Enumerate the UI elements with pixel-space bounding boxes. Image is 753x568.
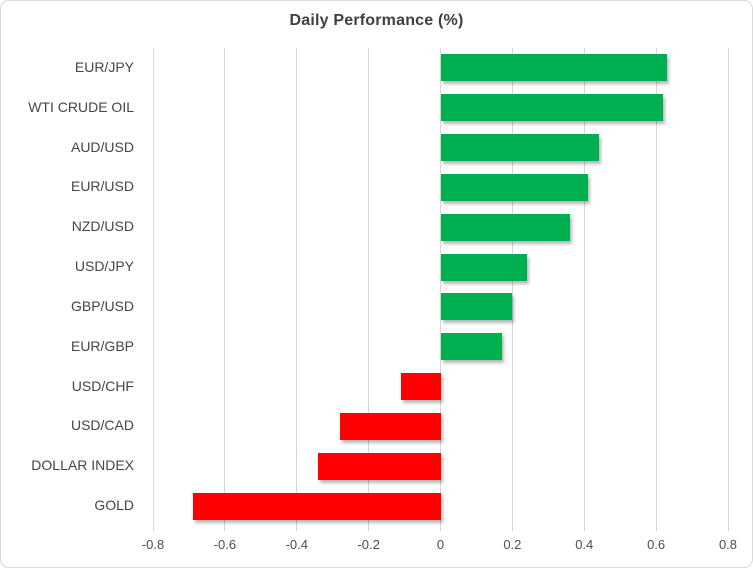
x-axis-tick-label: 0 <box>436 537 445 552</box>
bar-nzd-usd <box>440 213 570 241</box>
category-label: NZD/USD <box>71 218 134 235</box>
bar-gbp-usd <box>440 293 513 321</box>
category-label: GBP/USD <box>70 297 134 314</box>
x-axis-tick-label: -0.4 <box>285 537 308 552</box>
category-label: USD/JPY <box>74 258 134 275</box>
gridline <box>368 48 370 531</box>
category-label: WTI CRUDE OIL <box>28 98 134 115</box>
category-label: GOLD <box>94 497 134 514</box>
category-label: AUD/USD <box>70 138 134 155</box>
gridline <box>583 48 585 531</box>
bar-wti-crude-oil <box>440 94 664 122</box>
bar-gold <box>192 492 441 520</box>
x-axis-tick-label: -0.8 <box>141 537 165 552</box>
bar-eur-usd <box>440 173 588 201</box>
plot-area <box>152 48 729 531</box>
x-axis-tick-labels: -0.8 -0.6 -0.4 -0.2 0 0.2 0.4 0.6 0.8 <box>142 534 737 554</box>
category-label: EUR/GBP <box>70 337 134 354</box>
category-label: DOLLAR INDEX <box>31 457 134 474</box>
category-label: USD/CAD <box>70 417 134 434</box>
bar-usd-chf <box>400 373 441 401</box>
x-axis-tick-label: 0.8 <box>718 537 738 552</box>
gridline <box>655 48 657 531</box>
gridline <box>296 48 298 531</box>
category-label: EUR/JPY <box>74 58 134 75</box>
gridline <box>440 48 441 531</box>
gridline <box>224 48 226 531</box>
y-axis-category-labels: EUR/JPY WTI CRUDE OIL AUD/USD EUR/USD NZD/US… <box>1 48 134 526</box>
bar-usd-jpy <box>440 253 527 281</box>
category-label: EUR/USD <box>70 178 134 195</box>
category-label: USD/CHF <box>71 377 134 394</box>
bar-usd-cad <box>339 412 441 440</box>
gridline <box>511 48 513 531</box>
x-axis-tick-label: 0.4 <box>575 537 594 552</box>
bar-dollar-index <box>318 452 441 480</box>
x-axis-tick-label: 0.6 <box>647 537 666 552</box>
bar-aud-usd <box>440 134 599 162</box>
bar-eur-jpy <box>440 54 667 82</box>
gridline <box>152 48 154 531</box>
gridline <box>727 48 729 531</box>
bar-eur-gbp <box>440 333 502 361</box>
chart-title: Daily Performance (%) <box>289 12 464 29</box>
x-axis-tick-label: 0.2 <box>503 537 522 552</box>
x-axis-tick-label: -0.6 <box>213 537 237 552</box>
x-axis-tick-label: -0.2 <box>357 537 380 552</box>
